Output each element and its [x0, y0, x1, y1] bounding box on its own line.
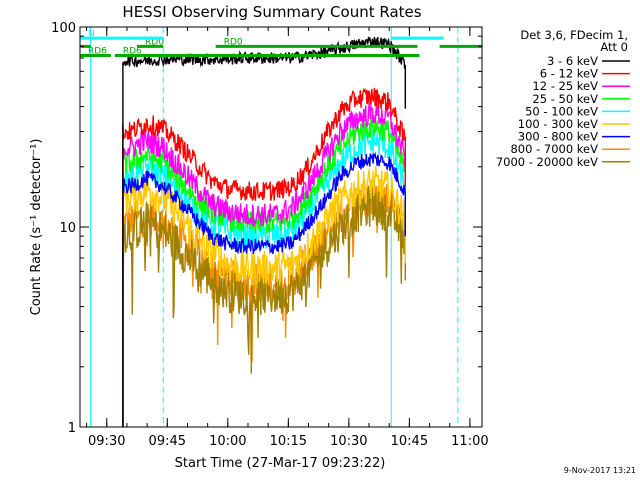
segment-label-3: RD6 [123, 47, 142, 57]
x-tick-label-1: 09:45 [149, 434, 186, 449]
y-tick-label-1: 10 [59, 221, 76, 236]
legend-label-4: 50 - 100 keV [525, 104, 598, 118]
x-tick-label-6: 11:00 [451, 434, 488, 449]
y-axis-label: Count Rate (s⁻¹ detector⁻¹) [29, 139, 44, 316]
segment-label-2: RD6 [88, 47, 107, 57]
legend-label-1: 6 - 12 keV [540, 67, 598, 81]
legend-header-1: Att 0 [600, 40, 628, 54]
x-tick-label-5: 10:45 [391, 434, 428, 449]
x-tick-label-4: 10:30 [330, 434, 367, 449]
legend-label-6: 300 - 800 keV [518, 130, 598, 144]
y-tick-label-2: 100 [51, 21, 76, 36]
legend-header-0: Det 3,6, FDecim 1, [520, 28, 628, 42]
x-tick-label-0: 09:30 [88, 434, 125, 449]
legend-label-3: 25 - 50 keV [532, 92, 598, 106]
axes: 09:30 09:45 10:00 10:15 10:30 10:45 11:00 1 10 10… [51, 21, 488, 449]
x-tick-label-3: 10:15 [270, 434, 307, 449]
series-line-6 [122, 151, 406, 427]
series-line-2 [122, 102, 406, 427]
legend-label-2: 12 - 25 keV [532, 79, 598, 93]
x-tick-label-2: 10:00 [209, 434, 246, 449]
x-axis-label: Start Time (27-Mar-17 09:23:22) [175, 456, 386, 471]
segment-label-0: RD0 [145, 37, 164, 47]
legend-label-5: 100 - 300 keV [518, 117, 598, 131]
series-line-1 [122, 87, 406, 427]
legend-label-7: 800 - 7000 keV [510, 142, 598, 156]
chart-title: HESSI Observing Summary Count Rates [122, 3, 421, 21]
y-tick-label-0: 1 [68, 421, 76, 436]
segment-label-6: N [88, 29, 95, 39]
segment-label-1: RD0 [224, 37, 243, 47]
timestamp: 9-Nov-2017 13:21 [564, 466, 636, 475]
legend-label-0: 3 - 6 keV [547, 54, 598, 68]
legend-label-8: 7000 - 20000 keV [496, 155, 598, 169]
